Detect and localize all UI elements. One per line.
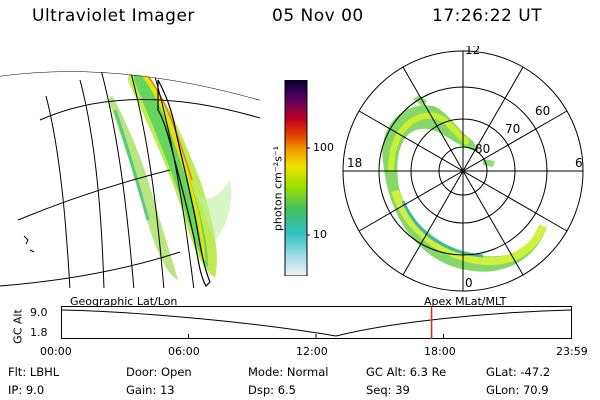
glat-info: GLat: -47.2 (486, 365, 551, 379)
filter-value: LBHL (29, 365, 60, 379)
ip-value: 9.0 (25, 383, 45, 397)
time-tick-0600: 06:00 (168, 345, 200, 358)
colorbar-tick-10: 10 (313, 228, 327, 241)
door-info: Door: Open (126, 365, 192, 379)
altitude-ytick-max: 9.0 (30, 306, 48, 319)
mlt-label-12: 12 (465, 46, 480, 57)
mlt-label-6: 6 (575, 156, 583, 170)
lat-label-60: 60 (535, 104, 550, 118)
seq-info: Seq: 39 (366, 383, 410, 397)
lat-label-70: 70 (505, 122, 520, 136)
colorbar-label: photon cm⁻²s⁻¹ (271, 145, 285, 232)
dsp-value: 6.5 (277, 383, 296, 397)
mlt-label-18: 18 (347, 156, 362, 170)
gain-value: 13 (159, 383, 175, 397)
mode-info: Mode: Normal (248, 365, 329, 379)
gc-alt-info: GC Alt: 6.3 Re (366, 365, 447, 379)
seq-value: 39 (395, 383, 410, 397)
color-scale-bar (284, 80, 310, 276)
polar-mlat-mlt-plot: 12 18 6 0 60 70 80 (342, 46, 584, 292)
observation-date: 05 Nov 00 (272, 6, 364, 26)
colorbar-tick-100: 100 (313, 141, 334, 154)
altitude-ytick-min: 1.8 (30, 326, 48, 339)
time-tick-1800: 18:00 (424, 345, 456, 358)
gain-info: Gain: 13 (126, 383, 175, 397)
door-value: Open (160, 365, 192, 379)
polar-panel-caption: Apex MLat/MLT (424, 295, 507, 308)
glat-value: -47.2 (520, 365, 551, 379)
observation-time: 17:26:22 UT (432, 6, 543, 26)
mode-value: Normal (286, 365, 329, 379)
altitude-timeline-plot (61, 306, 572, 339)
geographic-auroral-image (0, 71, 261, 288)
gc-alt-value: 6.3 Re (409, 365, 447, 379)
glon-info: GLon: 70.9 (486, 383, 549, 397)
altitude-ylabel: GC Alt (11, 309, 25, 344)
instrument-title: Ultraviolet Imager (32, 6, 195, 26)
lat-label-80: 80 (475, 142, 490, 156)
mlt-label-0: 0 (465, 276, 473, 290)
filter-info: Flt: LBHL (8, 365, 60, 379)
ip-info: IP: 9.0 (8, 383, 45, 397)
geo-panel-caption: Geographic Lat/Lon (70, 295, 178, 308)
time-tick-1200: 12:00 (296, 345, 328, 358)
glon-value: 70.9 (522, 383, 549, 397)
dsp-info: Dsp: 6.5 (248, 383, 296, 397)
time-tick-2359: 23:59 (556, 345, 588, 358)
time-tick-0000: 00:00 (40, 345, 72, 358)
